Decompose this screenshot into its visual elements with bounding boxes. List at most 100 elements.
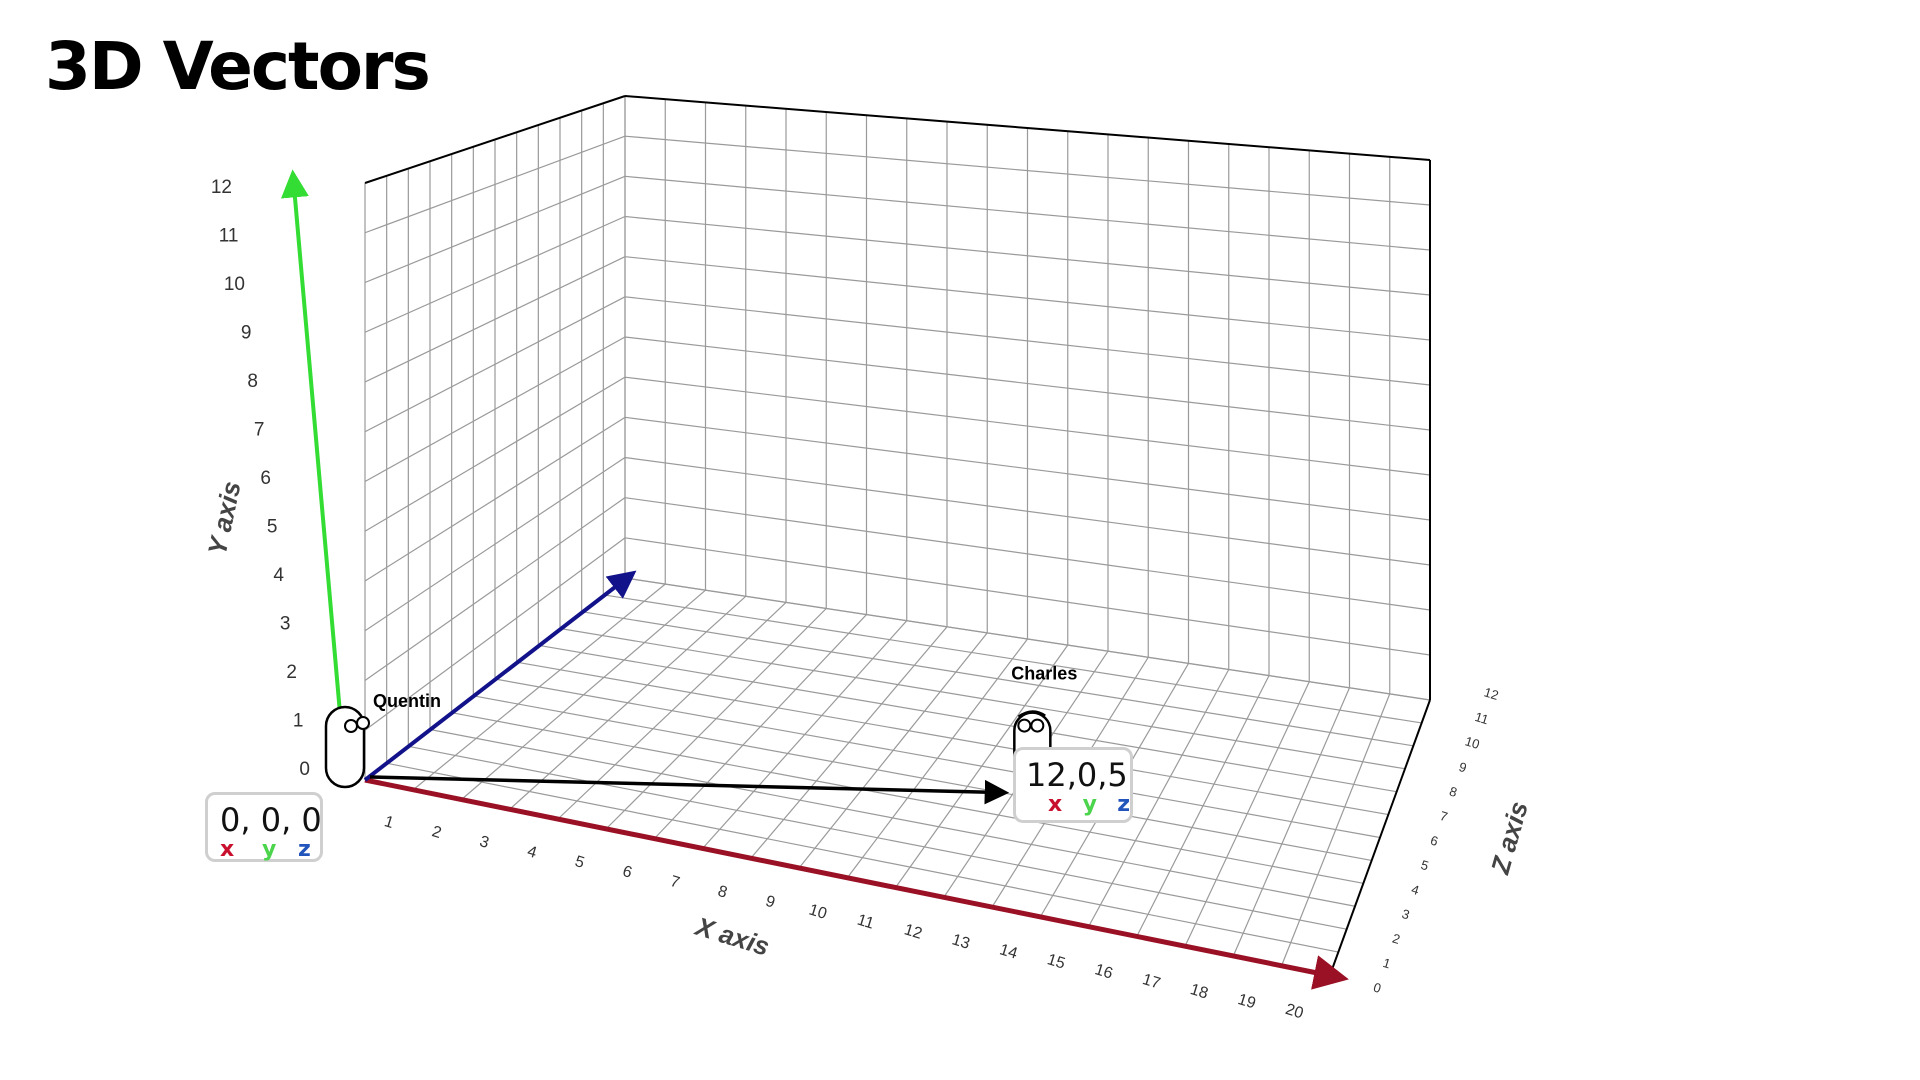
x-axis-tick-label: 11 [855,912,876,933]
x-axis-tick-label: 9 [763,893,777,912]
arrow-icon [369,775,1010,805]
y-axis-tick-label: 2 [286,662,297,683]
y-axis-tick-label: 0 [299,759,310,780]
x-axis-tick-label: 18 [1188,981,1210,1002]
back-wall-grid-line [624,175,1431,251]
x-axis-line [364,777,1349,990]
floor-grid-line [473,695,1372,862]
z-axis-tick-label: 12 [1482,684,1500,703]
origin-x-letter: x [220,837,235,862]
charles-hair-icon [1017,710,1046,718]
left-wall-grid-line [364,256,626,383]
floor-grid-line [581,611,1414,747]
x-axis-tick-label: 8 [716,883,730,902]
box-outline [1329,699,1431,976]
quentin-name-label: Quentin [373,691,441,711]
x-axis-tick-label: 20 [1283,1001,1305,1022]
y-axis-tick-label: 12 [211,177,232,198]
x-axis-tick-label: 13 [950,931,972,952]
y-axis-tick-label: 7 [254,420,265,441]
z-axis-tick-label: 1 [1381,955,1392,971]
x-axis-tick-label: 6 [620,863,634,882]
charles-y-letter: y [1082,792,1097,817]
x-axis-tick-label: 15 [1045,951,1067,972]
z-axis-title: Z axis [1484,798,1533,878]
back-wall-grid-line [624,135,1431,206]
y-axis-line [281,169,348,783]
x-axis-tick-label: 1 [382,813,396,832]
box-outline [364,95,626,184]
left-wall-grid-line [364,376,626,532]
quentin-figure [324,705,370,789]
z-axis-tick-label: 11 [1473,709,1490,727]
charles-eye-icon [1017,718,1032,733]
left-wall-grid-line [364,416,626,582]
z-axis-tick-label: 8 [1448,783,1459,799]
origin-coordinate-label: 0, 0, 0 x y z [205,792,323,862]
x-axis-tick-label: 16 [1093,961,1115,982]
floor-grid-line [408,745,1347,930]
axes-group [281,169,1349,990]
charles-z-letter: z [1117,792,1130,817]
left-wall-grid-line [364,537,626,731]
charles-coordinate-value: 12,0,5 [1026,756,1128,794]
floor-grid-line [429,728,1356,907]
z-axis-tick-label: 9 [1457,759,1468,775]
floor-grid-line [538,644,1397,793]
x-axis-tick-label: 3 [478,833,492,852]
page-title: 3D Vectors [45,28,431,105]
back-wall-grid-line [624,336,1431,431]
z-axis-tick-label: 4 [1410,881,1421,897]
floor-grid-line [516,661,1389,816]
y-axis-tick-label: 9 [241,323,252,344]
left-wall-grid-line [364,135,626,234]
z-axis-tick-label: 5 [1419,857,1430,873]
back-wall-grid-line [624,456,1431,566]
z-axis-line [363,570,637,782]
z-axis-tick-label: 7 [1438,808,1449,824]
back-wall-grid-line [624,376,1431,476]
back-wall-grid-line [624,256,1431,341]
y-axis-tick-label: 8 [247,371,258,392]
z-axis-tick-label: 10 [1463,733,1481,752]
x-axis-tick-label: 17 [1140,971,1162,992]
x-axis-tick-label: 5 [573,853,587,872]
grid-lines [364,95,1431,976]
charles-coordinate-label: 12,0,5 x y z [1013,747,1133,823]
back-wall-grid-line [624,296,1431,386]
origin-y-letter: y [262,837,277,862]
y-axis-tick-label: 10 [224,274,245,295]
back-wall-grid-line [624,416,1431,521]
floor-grid-line [386,762,1339,953]
y-axis-tick-label: 6 [260,468,271,489]
x-axis-tick-label: 2 [430,823,444,842]
z-axis-tick-label: 6 [1429,832,1440,848]
quentin-eye-icon [344,719,358,733]
x-axis-tick-label: 19 [1236,991,1258,1012]
x-axis-tick-label: 7 [668,873,682,892]
back-wall-grid-line [624,497,1431,611]
box-outline [624,95,1431,161]
x-axis-tick-label: 4 [525,843,539,862]
charles-eye-icon [1030,718,1045,733]
origin-coordinate-value: 0, 0, 0 [220,801,322,839]
x-axis-tick-label: 14 [997,941,1019,962]
floor-grid-line [451,712,1364,884]
back-wall-grid-line [624,537,1431,656]
x-axis-tick-label: 10 [807,901,829,922]
y-axis-title: Y axis [202,478,247,557]
y-axis-tick-label: 11 [219,226,239,247]
characters-group: Quentin Charles [324,664,1077,805]
charles-name-label: Charles [1011,664,1077,684]
z-axis-tick-label: 2 [1391,930,1402,946]
x-axis-title: X axis [690,910,773,961]
left-wall-grid-line [364,457,626,632]
back-wall-grid-line [624,215,1431,296]
charles-x-letter: x [1048,792,1063,817]
y-axis-tick-label: 4 [273,565,284,586]
origin-z-letter: z [298,837,311,862]
left-wall-grid-line [364,296,626,433]
left-wall-grid-line [364,497,626,681]
y-axis-tick-label: 1 [293,711,304,732]
